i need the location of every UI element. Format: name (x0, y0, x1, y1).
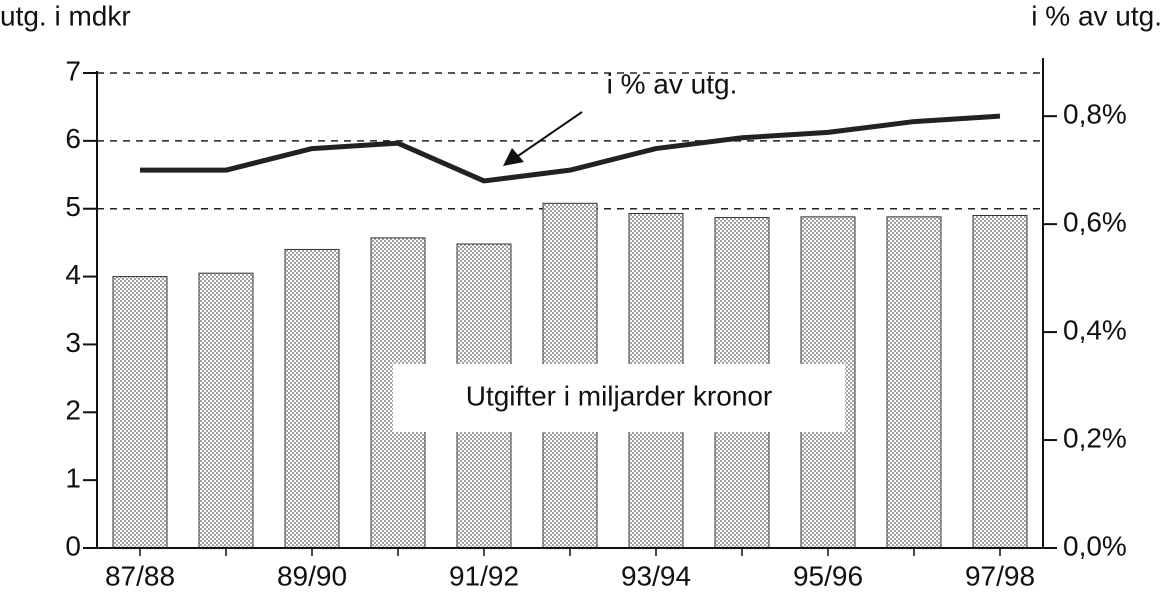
y-tick-label: 5 (65, 191, 81, 222)
x-tick-label: 89/90 (277, 560, 347, 591)
bar (886, 216, 942, 549)
y-tick-label: 3 (65, 327, 81, 358)
bar (284, 248, 340, 549)
bar (112, 276, 168, 549)
y-tick-label: 1 (65, 463, 81, 494)
y2-tick-label: 0,8% (1063, 99, 1127, 130)
y2-tick-label: 0,4% (1063, 314, 1127, 345)
line (140, 113, 1001, 184)
series-label: i % av utg. (607, 68, 738, 99)
x-tick-label: 91/92 (449, 560, 519, 591)
y-tick-label: 7 (65, 55, 81, 86)
arrow-head (503, 148, 524, 166)
x-tick-label: 95/96 (793, 560, 863, 591)
bar (198, 272, 254, 549)
x-tick-label: 87/88 (105, 560, 175, 591)
y2-axis-title: i % av utg. (1031, 0, 1162, 31)
y2-tick-label: 0,0% (1063, 530, 1127, 561)
series-label: Utgifter i miljarder kronor (466, 380, 773, 411)
x-tick-label: 93/94 (621, 560, 691, 591)
label-box (393, 364, 845, 432)
y-axis-title: utg. i mdkr (0, 0, 131, 31)
bar (972, 215, 1028, 549)
y2-tick-label: 0,2% (1063, 422, 1127, 453)
arrow-shaft (514, 111, 583, 159)
y-tick-label: 4 (65, 259, 81, 290)
y-tick-label: 6 (65, 123, 81, 154)
y2-tick-label: 0,6% (1063, 207, 1127, 238)
y-tick-label: 0 (65, 530, 81, 561)
x-tick-label: 97/98 (965, 560, 1035, 591)
y-tick-label: 2 (65, 395, 81, 426)
